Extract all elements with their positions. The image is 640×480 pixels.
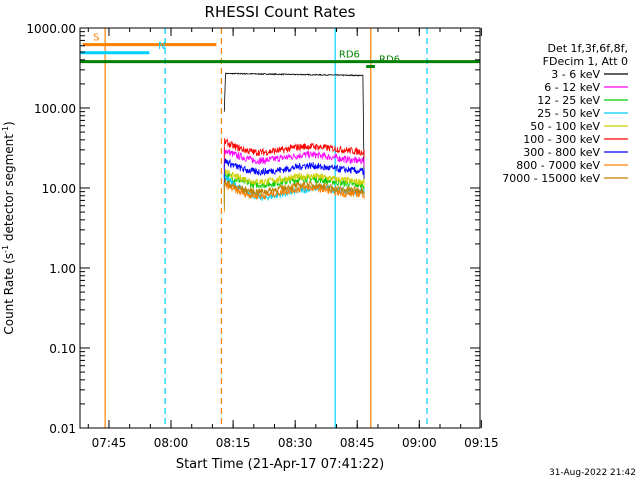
legend-label-8: 7000 - 15000 keV bbox=[502, 172, 600, 185]
flag-label-2: RD6 bbox=[339, 50, 360, 61]
series-4 bbox=[223, 168, 365, 200]
x-tick-label-4: 08:45 bbox=[340, 436, 375, 450]
series-8 bbox=[223, 177, 365, 210]
y-tick-label-5: 1000.00 bbox=[26, 22, 76, 36]
legend-header-1: FDecim 1, Att 0 bbox=[543, 55, 628, 68]
y-tick-label-4: 100.00 bbox=[34, 102, 76, 116]
chart-title: RHESSI Count Rates bbox=[205, 3, 356, 21]
legend-label-0: 3 - 6 keV bbox=[551, 68, 600, 81]
y-tick-label-0: 0.01 bbox=[49, 422, 76, 436]
series-1 bbox=[223, 147, 365, 178]
series-line-6 bbox=[223, 158, 365, 189]
legend-label-5: 100 - 300 keV bbox=[523, 133, 600, 146]
series-0 bbox=[223, 72, 365, 182]
legend-header-0: Det 1f,3f,6f,8f, bbox=[547, 42, 628, 55]
series-line-8 bbox=[223, 177, 365, 210]
x-tick-label-6: 09:15 bbox=[464, 436, 499, 450]
x-tick-label-3: 08:30 bbox=[278, 436, 313, 450]
x-tick-label-1: 08:00 bbox=[154, 436, 189, 450]
legend-label-2: 12 - 25 keV bbox=[537, 94, 600, 107]
legend: Det 1f,3f,6f,8f,FDecim 1, Att 03 - 6 keV… bbox=[502, 42, 628, 185]
series-line-5 bbox=[223, 138, 365, 170]
series-5 bbox=[223, 138, 365, 170]
flag-label-3: RD6 bbox=[379, 55, 400, 66]
legend-label-4: 50 - 100 keV bbox=[530, 120, 600, 133]
legend-label-1: 6 - 12 keV bbox=[544, 81, 600, 94]
series-line-1 bbox=[223, 147, 365, 178]
legend-label-6: 300 - 800 keV bbox=[523, 146, 600, 159]
series-line-0 bbox=[223, 72, 365, 182]
flag-label-1: N bbox=[158, 41, 165, 52]
y-axis-label: Count Rate (s-1 detector segment-1) bbox=[1, 121, 16, 334]
legend-label-7: 800 - 7000 keV bbox=[516, 159, 600, 172]
plot-area: S N RD6 RD6 bbox=[79, 28, 480, 428]
x-tick-label-2: 08:15 bbox=[216, 436, 251, 450]
series-6 bbox=[223, 158, 365, 189]
legend-label-3: 25 - 50 keV bbox=[537, 107, 600, 120]
y-tick-label-2: 1.00 bbox=[49, 262, 76, 276]
plot-frame bbox=[79, 27, 481, 429]
x-axis-label: Start Time (21-Apr-17 07:41:22) bbox=[176, 457, 384, 472]
series-line-4 bbox=[223, 168, 365, 200]
x-tick-label-0: 07:45 bbox=[92, 436, 127, 450]
axes: 07:45 08:00 08:15 08:30 08:45 09:00 09:15 0.01 0… bbox=[26, 22, 498, 450]
x-tick-label-5: 09:00 bbox=[402, 436, 437, 450]
y-tick-label-1: 0.10 bbox=[49, 342, 76, 356]
flag-label-0: S bbox=[93, 33, 99, 44]
y-tick-label-3: 10.00 bbox=[42, 182, 76, 196]
footer-date: 31-Aug-2022 21:42 bbox=[549, 468, 636, 478]
